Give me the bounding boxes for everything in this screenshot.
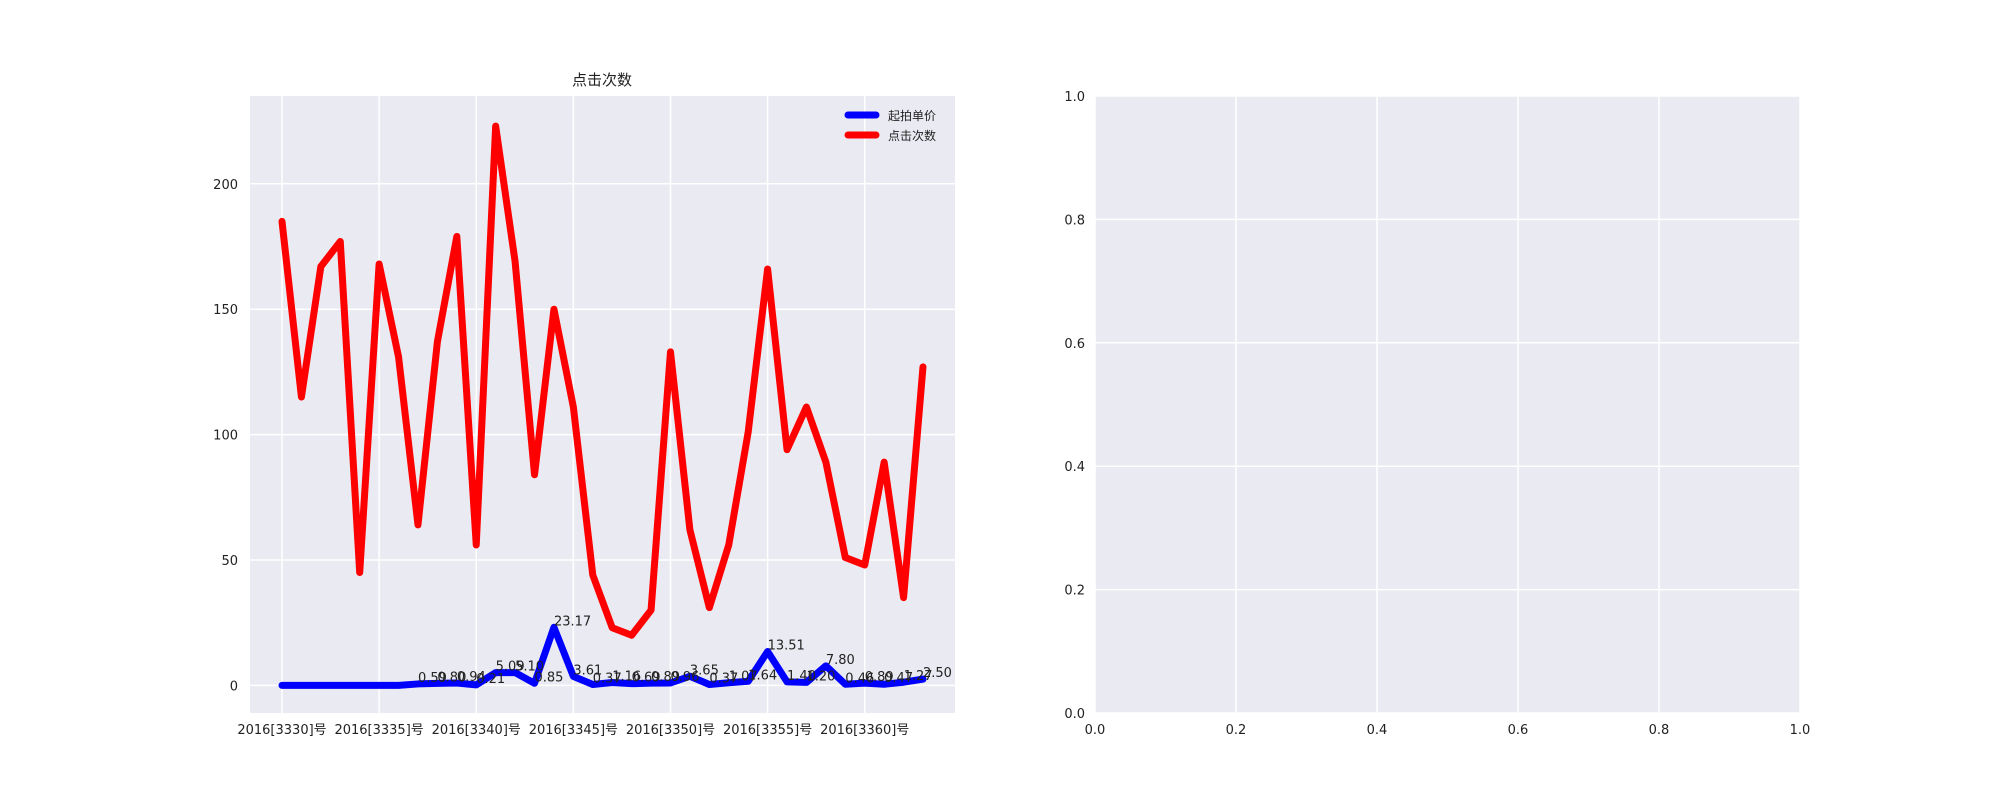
data-label: 1.07	[729, 670, 758, 685]
chart-right: 0.0 0.2 0.4 0.6 0.8 1.0 0.0 0.2 0.4 0.6 0.8 1.0	[1064, 90, 1810, 738]
data-label: 23.17	[554, 614, 591, 629]
y-tick-labels-right: 0.0 0.2 0.4 0.6 0.8 1.0	[1064, 90, 1085, 722]
data-label: 13.51	[768, 639, 805, 654]
data-label: 5.10	[515, 660, 544, 675]
x-tick-label: 0.4	[1367, 723, 1388, 738]
x-tick-label: 2016[3350]号	[626, 723, 715, 738]
data-label: 0.37	[593, 671, 622, 686]
legend-label: 起拍单价	[888, 108, 936, 123]
x-tick-label: 2016[3355]号	[723, 723, 812, 738]
x-tick-label: 2016[3360]号	[820, 723, 909, 738]
x-tick-label: 0.0	[1085, 723, 1106, 738]
y-tick-label: 150	[213, 303, 238, 318]
data-label: 7.80	[826, 653, 855, 668]
x-tick-labels-right: 0.0 0.2 0.4 0.6 0.8 1.0	[1085, 723, 1811, 738]
data-labels-left: 0.590.800.940.215.095.100.8523.173.610.3…	[418, 614, 952, 687]
data-label: 0.80	[437, 670, 466, 685]
data-label: 1.64	[748, 668, 777, 683]
grid-right	[1094, 95, 1801, 714]
x-tick-label: 0.8	[1649, 723, 1670, 738]
data-label: 0.89	[651, 670, 680, 685]
data-label: 0.21	[476, 672, 505, 687]
plot-area-right	[1095, 96, 1800, 713]
y-tick-label: 1.0	[1064, 90, 1085, 105]
data-label: 3.61	[573, 663, 602, 678]
legend-label: 点击次数	[888, 128, 936, 143]
x-tick-label: 0.2	[1226, 723, 1247, 738]
y-tick-label: 0.6	[1064, 337, 1085, 352]
data-label: 0.69	[632, 671, 661, 686]
series-line-start-price	[278, 623, 927, 689]
series-line-clicks	[278, 122, 927, 639]
data-label: 1.16	[612, 670, 641, 685]
x-tick-label: 2016[3330]号	[237, 723, 326, 738]
data-label: 2.50	[923, 666, 952, 681]
data-label: 0.85	[535, 670, 564, 685]
x-tick-label: 2016[3345]号	[529, 723, 618, 738]
data-label: 5.09	[496, 660, 525, 675]
data-label: 0.47	[884, 671, 913, 686]
chart-title: 点击次数	[572, 71, 632, 89]
data-label: 0.46	[845, 671, 874, 686]
data-label: 3.65	[690, 663, 719, 678]
series-lines-left	[278, 122, 927, 689]
y-tick-label: 0.2	[1064, 584, 1085, 599]
y-tick-label: 0.4	[1064, 460, 1085, 475]
plot-area-left	[250, 96, 955, 713]
data-label: 1.27	[904, 669, 933, 684]
y-tick-label: 0.0	[1064, 707, 1085, 722]
x-tick-label: 2016[3340]号	[432, 723, 521, 738]
data-label: 1.20	[806, 669, 835, 684]
data-label: 0.37	[709, 671, 738, 686]
y-tick-label: 0.8	[1064, 213, 1085, 228]
x-tick-label: 1.0	[1790, 723, 1811, 738]
x-tick-labels-left: 2016[3330]号 2016[3335]号 2016[3340]号 2016[33…	[237, 723, 909, 738]
x-tick-label: 0.6	[1508, 723, 1529, 738]
data-label: 0.96	[670, 670, 699, 685]
y-tick-label: 50	[221, 554, 238, 569]
data-label: 0.59	[418, 671, 447, 686]
x-tick-label: 2016[3335]号	[334, 723, 423, 738]
y-tick-label: 100	[213, 429, 238, 444]
data-label: 0.94	[457, 670, 486, 685]
y-tick-label: 200	[213, 178, 238, 193]
data-label: 0.89	[865, 670, 894, 685]
y-tick-labels-left: 0 50 100 150 200	[213, 178, 238, 695]
y-tick-label: 0	[230, 679, 238, 694]
data-label: 1.40	[787, 669, 816, 684]
